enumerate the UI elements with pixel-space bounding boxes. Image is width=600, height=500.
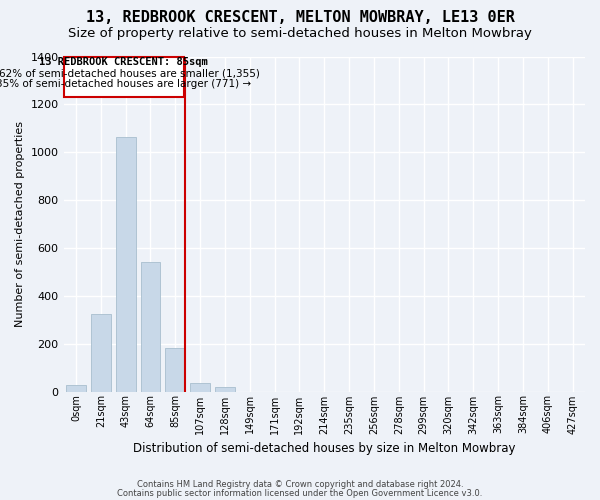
Y-axis label: Number of semi-detached properties: Number of semi-detached properties — [15, 121, 25, 327]
Text: 13 REDBROOK CRESCENT: 85sqm: 13 REDBROOK CRESCENT: 85sqm — [40, 58, 208, 68]
Text: Size of property relative to semi-detached houses in Melton Mowbray: Size of property relative to semi-detach… — [68, 28, 532, 40]
X-axis label: Distribution of semi-detached houses by size in Melton Mowbray: Distribution of semi-detached houses by … — [133, 442, 515, 455]
Text: Contains HM Land Registry data © Crown copyright and database right 2024.: Contains HM Land Registry data © Crown c… — [137, 480, 463, 489]
Bar — [140, 262, 160, 392]
Text: 35% of semi-detached houses are larger (771) →: 35% of semi-detached houses are larger (… — [0, 80, 251, 90]
Bar — [215, 386, 235, 392]
Bar — [91, 314, 111, 392]
Text: Contains public sector information licensed under the Open Government Licence v3: Contains public sector information licen… — [118, 488, 482, 498]
Bar — [190, 382, 210, 392]
Text: 13, REDBROOK CRESCENT, MELTON MOWBRAY, LE13 0ER: 13, REDBROOK CRESCENT, MELTON MOWBRAY, L… — [86, 10, 514, 25]
Bar — [66, 385, 86, 392]
Text: ← 62% of semi-detached houses are smaller (1,355): ← 62% of semi-detached houses are smalle… — [0, 68, 260, 78]
Bar — [116, 136, 136, 392]
Bar — [166, 348, 185, 392]
FancyBboxPatch shape — [64, 56, 184, 97]
